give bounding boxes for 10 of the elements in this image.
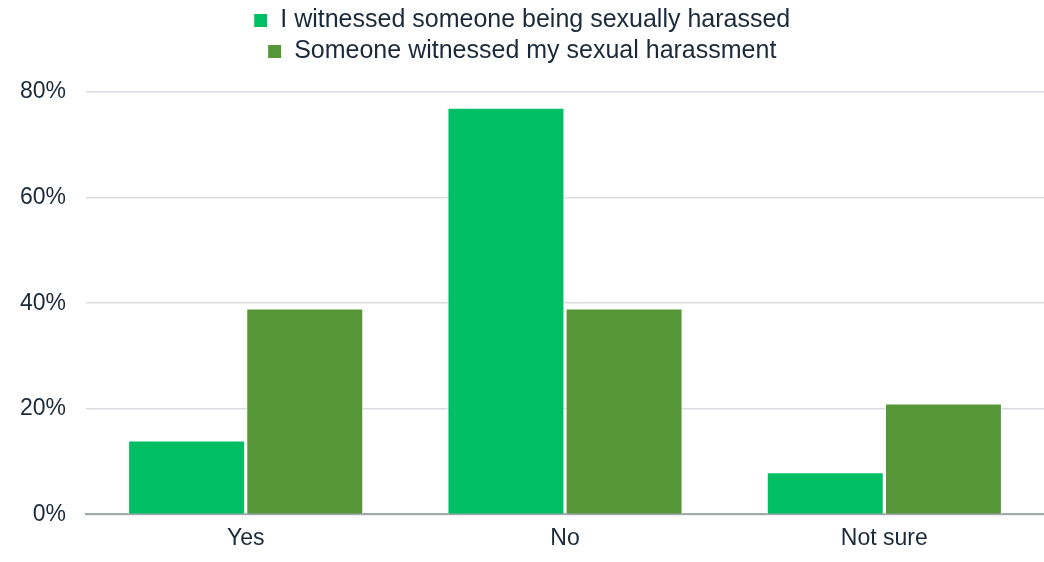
y-tick-label: 40%	[19, 288, 67, 315]
y-tick-label: 0%	[32, 499, 67, 526]
x-tick-label: Not sure	[840, 523, 928, 550]
legend-label: Someone witnessed my sexual harassment	[294, 35, 777, 64]
x-tick-label: No	[550, 523, 580, 550]
legend-label: I witnessed someone being sexually harassed	[280, 4, 791, 33]
y-tick-label: 80%	[19, 77, 67, 104]
y-tick-label: 20%	[19, 394, 67, 421]
y-tick-label: 60%	[19, 182, 67, 209]
x-tick-label: Yes	[226, 523, 265, 550]
